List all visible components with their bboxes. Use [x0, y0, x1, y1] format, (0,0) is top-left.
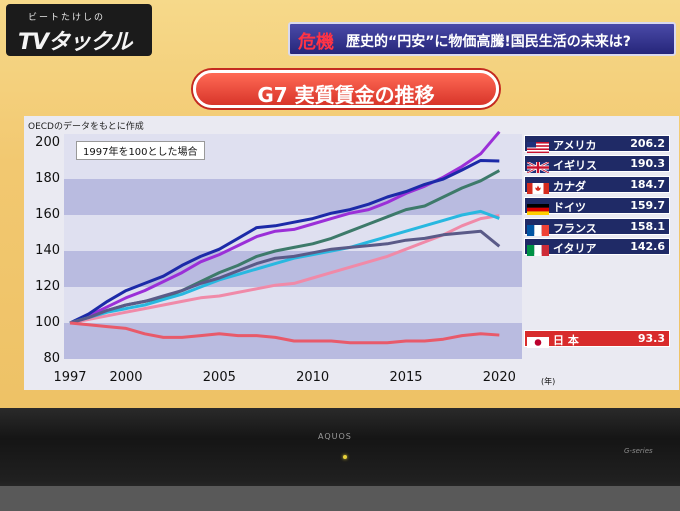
tv-stand	[0, 486, 680, 511]
tv-brand-label: AQUOS	[318, 432, 352, 441]
legend-country-name: アメリカ	[553, 139, 597, 152]
y-tick-label: 200	[35, 135, 60, 150]
y-tick-label: 140	[35, 243, 60, 258]
italy-flag-icon	[527, 241, 549, 256]
canada-flag-icon	[527, 179, 549, 194]
legend-country-name: ドイツ	[553, 201, 586, 214]
grid-bands	[64, 134, 522, 359]
legend-value: 206.2	[630, 137, 665, 150]
legend-country-name: 日 本	[553, 334, 579, 347]
legend-item: イギリス 190.3	[524, 155, 670, 174]
legend-country-name: イタリア	[553, 242, 597, 255]
tv-screen: ビートたけしの TVタックル 危機 歴史的“円安”に物価高騰!国民生活の未来は?…	[0, 0, 680, 408]
legend-country-name: フランス	[553, 222, 597, 235]
x-axis-unit: (年)	[541, 377, 556, 386]
source-note: OECDのデータをもとに作成	[28, 122, 144, 132]
headline-text: 歴史的“円安”に物価高騰!国民生活の未来は?	[346, 34, 631, 50]
x-tick-label: 2015	[389, 370, 423, 385]
y-tick-label: 100	[35, 315, 60, 330]
headline-danger-label: 危機	[298, 32, 334, 53]
x-tick-label: 2005	[202, 370, 236, 385]
series-line	[69, 158, 500, 325]
series-lines	[69, 130, 501, 345]
y-tick-label: 80	[43, 351, 60, 366]
headline-banner: 危機 歴史的“円安”に物価高騰!国民生活の未来は?	[288, 22, 676, 56]
show-logo-title: TVタックル	[18, 30, 132, 55]
tv-model-label: G-series	[624, 447, 653, 455]
x-tick-label: 2000	[109, 370, 143, 385]
us-flag-icon	[527, 138, 549, 153]
x-tick-label: 2010	[296, 370, 330, 385]
series-line	[69, 214, 500, 325]
series-line	[69, 209, 500, 325]
legend-item: アメリカ 206.2	[524, 135, 670, 153]
x-tick-label: 2020	[482, 370, 516, 385]
legend-value: 190.3	[630, 157, 665, 170]
x-tick-label: 1997	[53, 370, 87, 385]
show-logo: ビートたけしの TVタックル	[6, 4, 152, 56]
legend-value: 93.3	[637, 332, 665, 345]
legend-value: 142.6	[630, 240, 665, 253]
show-logo-subtitle: ビートたけしの	[28, 13, 106, 23]
legend-item: カナダ 184.7	[524, 176, 670, 194]
legend-item: ドイツ 159.7	[524, 197, 670, 215]
uk-flag-icon	[526, 158, 550, 174]
france-flag-icon	[527, 221, 549, 236]
series-line	[69, 229, 501, 325]
y-tick-label: 120	[35, 279, 60, 294]
legend-item: イタリア 142.6	[524, 238, 670, 256]
legend-value: 158.1	[630, 220, 665, 233]
power-led-icon	[343, 455, 347, 459]
series-line	[69, 321, 500, 345]
legend-country-name: カナダ	[553, 180, 586, 193]
legend-item: フランス 158.1	[524, 218, 670, 236]
chart-title-box: G7 実質賃金の推移	[193, 70, 499, 108]
legend-item: 日 本 93.3	[524, 330, 670, 348]
grid-band	[64, 179, 522, 215]
japan-flag-icon	[527, 333, 549, 348]
y-tick-label: 180	[35, 171, 60, 186]
legend-country-name: イギリス	[553, 159, 597, 172]
legend-value: 184.7	[630, 178, 665, 191]
chart-title: G7 実質賃金の推移	[257, 83, 435, 107]
legend-value: 159.7	[630, 199, 665, 212]
chart-svg	[64, 130, 522, 359]
y-tick-label: 160	[35, 207, 60, 222]
germany-flag-icon	[527, 200, 549, 215]
baseline-note: 1997年を100とした場合	[76, 141, 205, 160]
